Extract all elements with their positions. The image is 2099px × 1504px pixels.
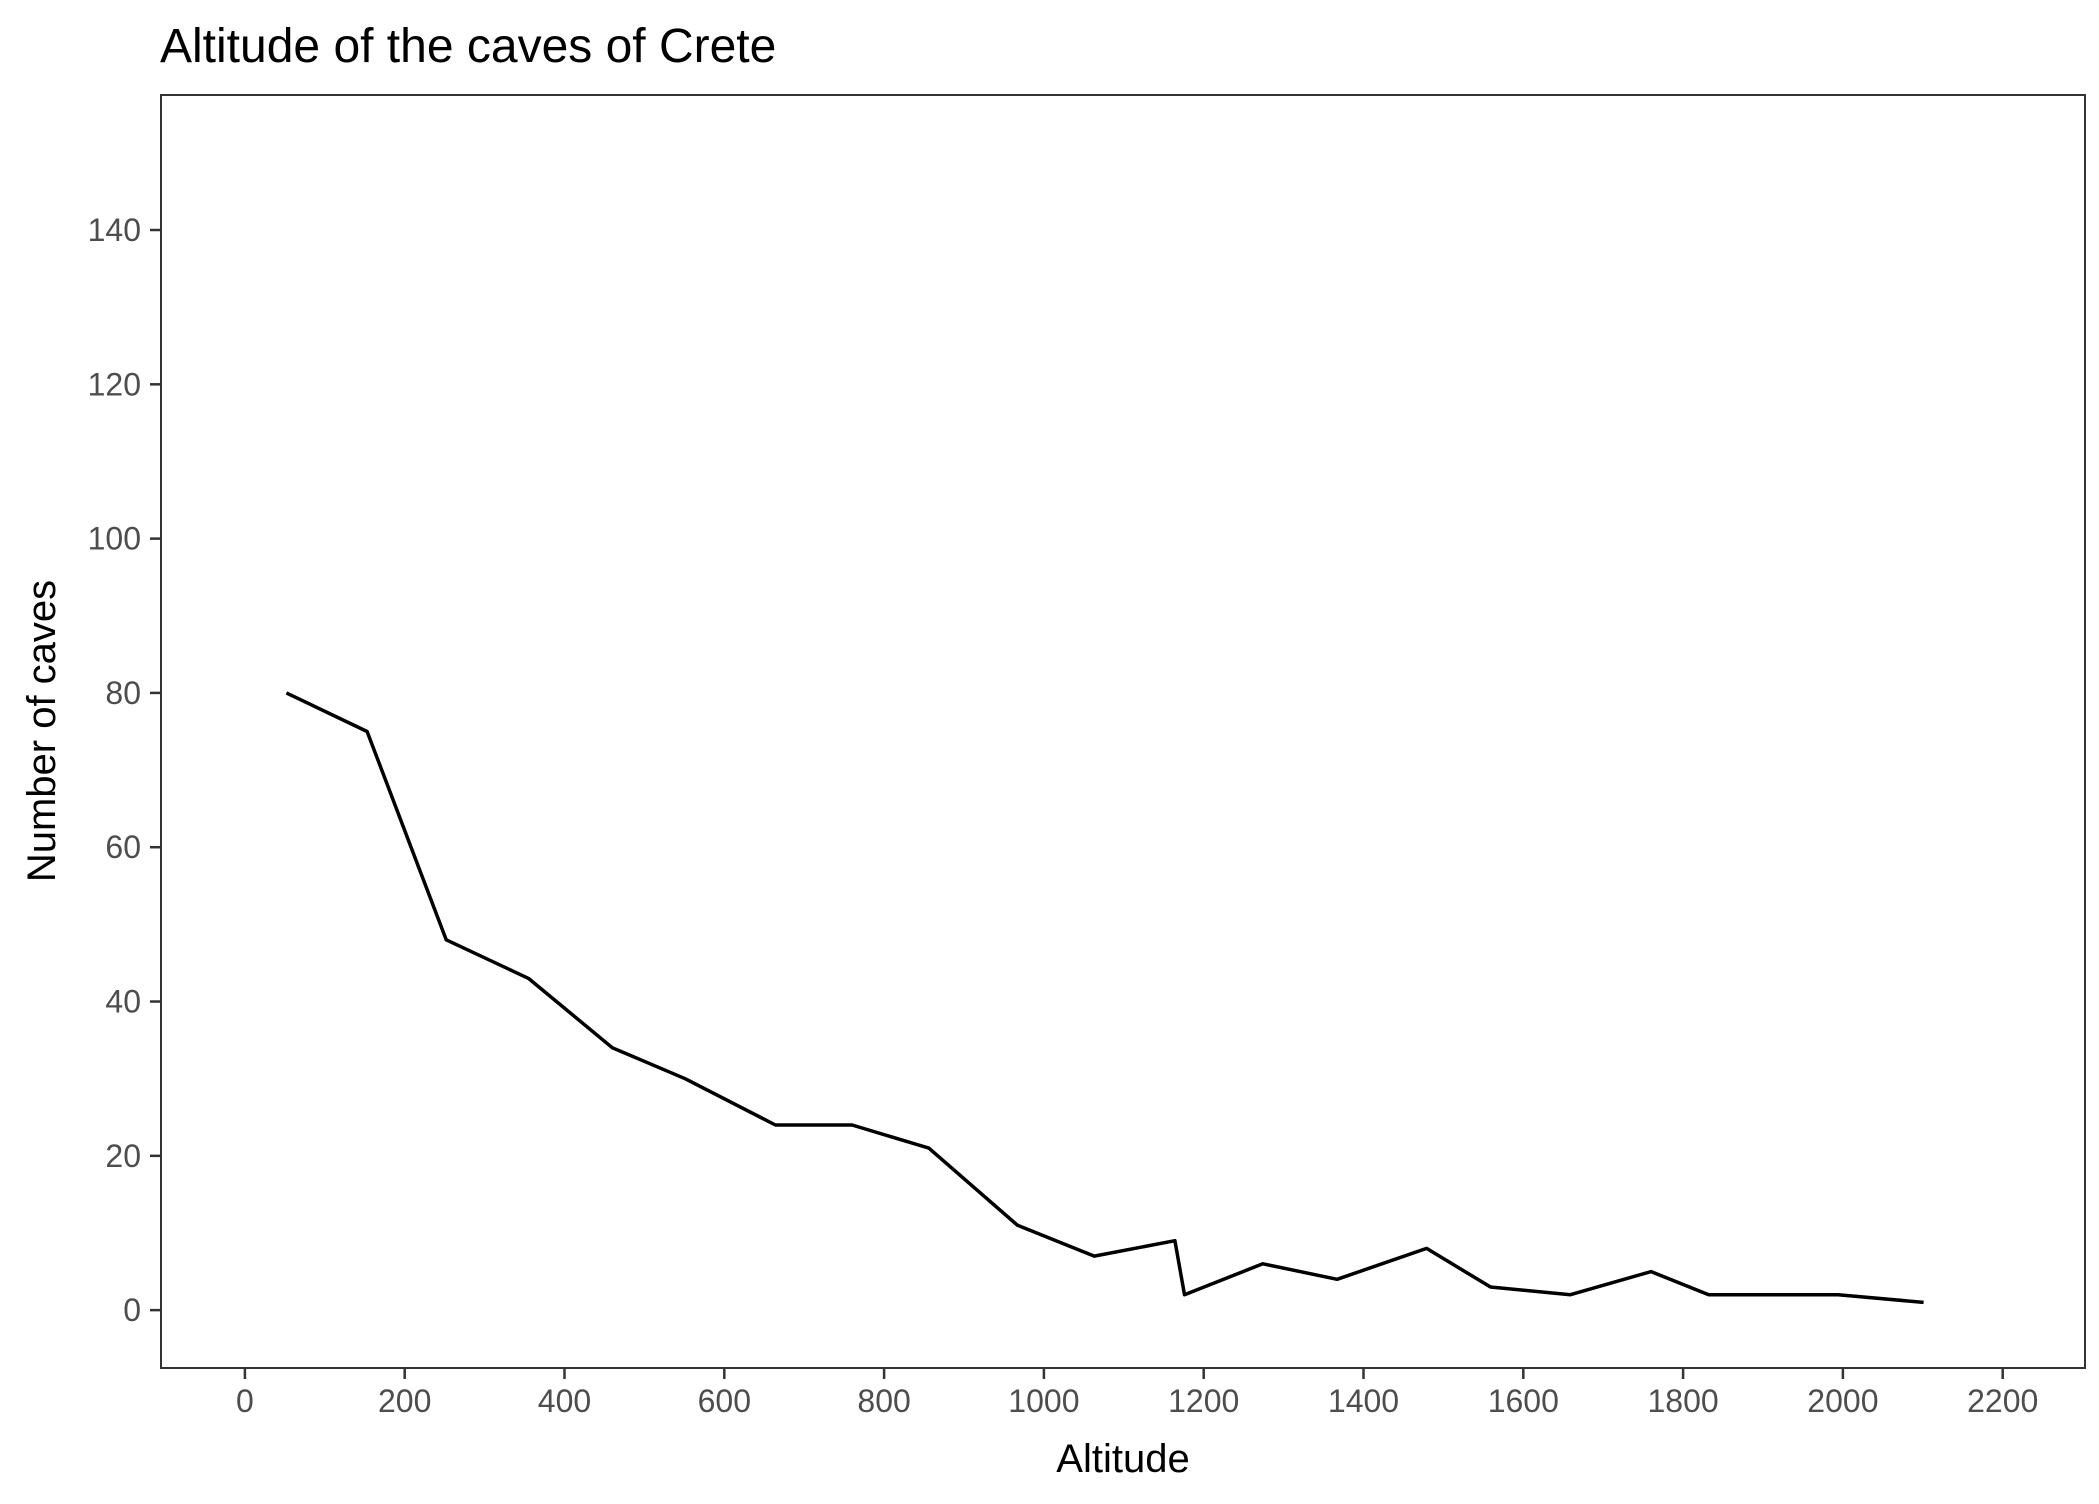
x-tick-label: 1200 [1168, 1383, 1239, 1419]
y-axis: 0 20 40 60 80 100 120 140 [88, 212, 161, 1328]
y-tick-label: 120 [88, 366, 141, 402]
panel-border [160, 94, 2086, 1369]
x-tick-label: 200 [378, 1383, 431, 1419]
y-tick-label: 60 [105, 829, 141, 865]
x-tick-label: 1400 [1328, 1383, 1399, 1419]
y-tick-label: 40 [105, 984, 141, 1020]
x-tick-label: 2000 [1807, 1383, 1878, 1419]
series-line [285, 691, 1924, 1305]
y-axis-title: Number of caves [20, 580, 64, 882]
x-axis: 0 200 400 600 800 1000 1200 1400 1600 1800 2000 220… [236, 1368, 2038, 1419]
x-tick-label: 2200 [1967, 1383, 2038, 1419]
x-tick-label: 1800 [1648, 1383, 1719, 1419]
x-tick-label: 1600 [1488, 1383, 1559, 1419]
y-tick-label: 0 [123, 1292, 141, 1328]
x-axis-title: Altitude [1056, 1437, 1189, 1481]
x-tick-label: 400 [538, 1383, 591, 1419]
x-tick-label: 1000 [1008, 1383, 1079, 1419]
y-tick-label: 80 [105, 675, 141, 711]
x-tick-label: 600 [698, 1383, 751, 1419]
y-tick-label: 140 [88, 212, 141, 248]
x-tick-label: 800 [857, 1383, 910, 1419]
plot-panel [160, 94, 2086, 1369]
series-group [285, 691, 1924, 1305]
y-tick-label: 20 [105, 1138, 141, 1174]
y-tick-label: 100 [88, 521, 141, 557]
x-tick-label: 0 [236, 1383, 254, 1419]
chart-title: Altitude of the caves of Crete [160, 20, 776, 73]
